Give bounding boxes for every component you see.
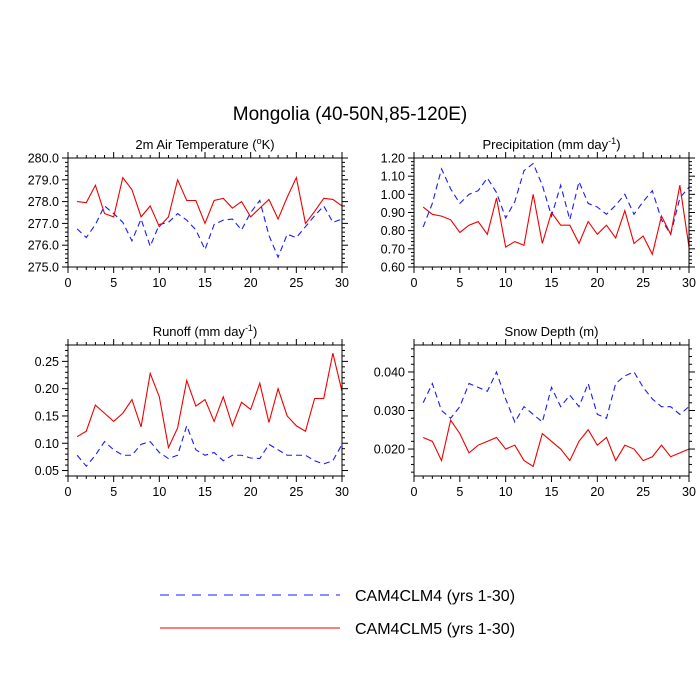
legend-label: CAM4CLM4 (yrs 1-30)	[355, 588, 515, 605]
panel-title: 2m Air Temperature (oK)	[135, 136, 274, 152]
x-tick-label: 25	[636, 276, 650, 290]
y-tick-label: 279.0	[28, 173, 59, 187]
panel-title-main: Precipitation (mm day	[482, 137, 608, 152]
y-tick-label: 0.030	[374, 404, 405, 418]
plot-frame	[67, 344, 343, 477]
x-tick-label: 10	[152, 485, 166, 499]
panel-1: 2m Air Temperature (oK) 0 5 10 15 20 25 30 275.0…	[28, 136, 349, 290]
series-cam4clm4-line	[422, 162, 689, 236]
panel-title-superscript: o	[257, 136, 262, 146]
series-cam4clm5-line	[77, 175, 342, 228]
panel-title: Runoff (mm day-1)	[153, 323, 258, 339]
x-tick-label: 10	[499, 276, 513, 290]
y-tick-label: 0.70	[381, 242, 405, 256]
x-tick-label: 5	[456, 276, 463, 290]
y-tick-label: 0.90	[381, 206, 405, 220]
x-tick-label: 15	[545, 276, 559, 290]
y-tick-label: 0.60	[381, 261, 405, 275]
y-tick-label: 0.020	[374, 443, 405, 457]
x-tick-label: 5	[456, 485, 463, 499]
panel-title-main: 2m Air Temperature (	[135, 137, 257, 152]
plot-frame	[67, 157, 343, 268]
x-tick-label: 15	[198, 485, 212, 499]
panel-title-end: )	[253, 324, 257, 339]
plot-frame	[413, 157, 690, 268]
y-tick-label: 275.0	[28, 261, 59, 275]
x-tick-label: 15	[198, 276, 212, 290]
x-tick-label: 20	[590, 485, 604, 499]
panel-title-end: K)	[262, 137, 275, 152]
y-tick-label: 0.25	[35, 355, 59, 369]
legend: CAM4CLM4 (yrs 1-30) CAM4CLM5 (yrs 1-30)	[160, 588, 515, 638]
y-tick-label: 276.0	[28, 239, 59, 253]
y-tick-label: 278.0	[28, 195, 59, 209]
panel-title-main: Snow Depth (m)	[505, 324, 599, 339]
panel-4: Snow Depth (m) 0 5 10 15 20 25 30 0.020 0.030 0.04…	[374, 324, 696, 499]
panel-title-end: )	[616, 137, 620, 152]
x-tick-label: 25	[289, 485, 303, 499]
panel-title-main: Runoff (mm day	[153, 324, 246, 339]
y-tick-label: 277.0	[28, 217, 59, 231]
panel-3: Runoff (mm day-1) 0 5 10 15 20 25 30 0.05 0.10 0.1…	[35, 323, 349, 499]
x-tick-label: 5	[110, 276, 117, 290]
series-cam4clm5-line	[422, 185, 689, 256]
y-tick-label: 1.00	[381, 188, 405, 202]
y-tick-label: 0.040	[374, 365, 405, 379]
y-tick-label: 280.0	[28, 152, 59, 166]
panel-title-superscript: -1	[245, 323, 253, 333]
series-cam4clm4-line	[422, 370, 689, 424]
y-tick-label: 1.10	[381, 170, 405, 184]
series-cam4clm5-line	[76, 353, 342, 450]
y-tick-label: 1.20	[381, 152, 405, 166]
x-tick-label: 25	[289, 276, 303, 290]
x-tick-label: 10	[499, 485, 513, 499]
x-tick-label: 30	[335, 485, 349, 499]
y-tick-label: 0.20	[35, 382, 59, 396]
x-tick-label: 25	[636, 485, 650, 499]
panel-2: Precipitation (mm day-1) 0 5 10 15 20 25 30 0.60…	[381, 136, 696, 290]
x-tick-label: 0	[411, 276, 418, 290]
y-tick-label: 0.10	[35, 437, 59, 451]
x-tick-label: 20	[590, 276, 604, 290]
x-tick-label: 20	[244, 276, 258, 290]
panel-title: Precipitation (mm day-1)	[482, 136, 620, 152]
x-tick-label: 30	[682, 485, 696, 499]
legend-label: CAM4CLM5 (yrs 1-30)	[355, 621, 515, 638]
x-tick-label: 0	[411, 485, 418, 499]
x-tick-label: 15	[545, 485, 559, 499]
y-tick-label: 0.15	[35, 409, 59, 423]
x-tick-label: 0	[65, 485, 72, 499]
panel-title-superscript: -1	[608, 136, 616, 146]
series-cam4clm4-line	[76, 199, 342, 259]
series-cam4clm4-line	[76, 424, 342, 468]
figure-title: Mongolia (40-50N,85-120E)	[233, 104, 467, 125]
plot-frame	[413, 344, 690, 477]
x-tick-label: 10	[152, 276, 166, 290]
y-tick-label: 0.05	[35, 464, 59, 478]
panel-title: Snow Depth (m)	[505, 324, 599, 339]
x-tick-label: 20	[244, 485, 258, 499]
x-tick-label: 5	[110, 485, 117, 499]
panels: 2m Air Temperature (oK) 0 5 10 15 20 25 30 275.0…	[28, 136, 696, 499]
x-tick-label: 0	[65, 276, 72, 290]
x-tick-label: 30	[682, 276, 696, 290]
x-tick-label: 30	[335, 276, 349, 290]
y-tick-label: 0.80	[381, 224, 405, 238]
series-cam4clm5-line	[422, 418, 689, 468]
